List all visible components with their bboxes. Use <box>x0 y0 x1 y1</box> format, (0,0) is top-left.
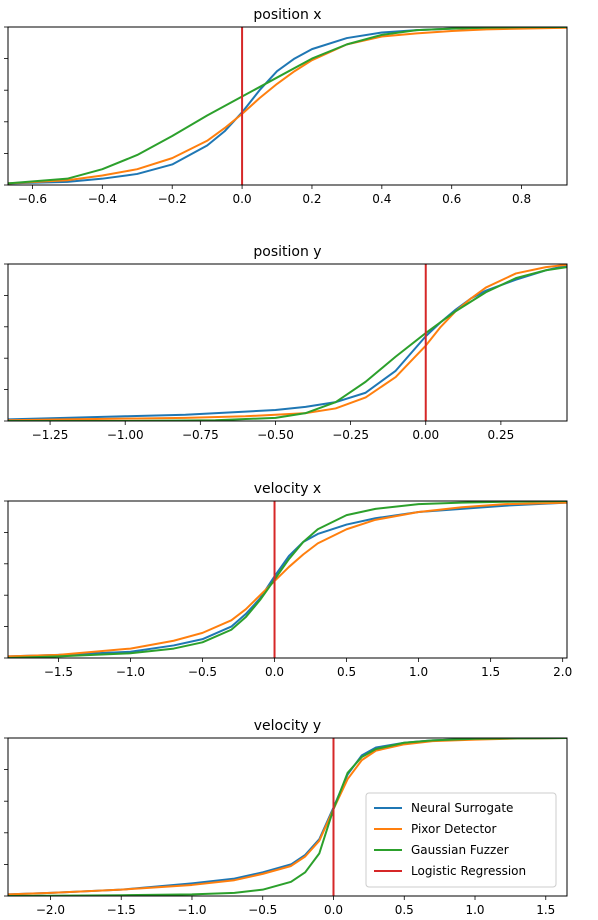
x-tick-label: 0.5 <box>395 903 414 917</box>
x-tick-label: 0.5 <box>337 665 356 679</box>
x-tick-label: 0.0 <box>233 192 252 206</box>
series-line-pixor-detector <box>8 27 567 185</box>
axes-frame <box>7 500 568 659</box>
subplot-title: velocity x <box>254 481 321 497</box>
x-tick-label: 0.0 <box>324 903 343 917</box>
x-tick-label: 0.0 <box>265 665 284 679</box>
x-tick-label: −2.0 <box>36 903 65 917</box>
legend-label: Gaussian Fuzzer <box>411 843 509 857</box>
series-line-neural-surrogate <box>8 27 567 185</box>
subplot-2: position y −1.25 −1.00 −0.75 −0.50 −0.25 0.00 0… <box>4 244 568 442</box>
series-line-gaussian-fuzzer <box>8 501 567 658</box>
x-tick-label: −1.00 <box>107 428 144 442</box>
legend-box <box>365 792 557 888</box>
x-tick-label: −0.25 <box>332 428 369 442</box>
x-tick-label: −0.4 <box>88 192 117 206</box>
legend-label: Pixor Detector <box>411 822 496 836</box>
axes-frame <box>7 26 568 186</box>
x-tick-label: 2.0 <box>553 665 572 679</box>
x-tick-label: −0.5 <box>248 903 277 917</box>
x-tick-label: −1.5 <box>107 903 136 917</box>
x-tick-label: −1.0 <box>116 665 145 679</box>
x-tick-label: 1.5 <box>536 903 555 917</box>
series-line-neural-surrogate <box>8 264 567 421</box>
series-line-neural-surrogate <box>8 501 567 658</box>
x-tick-label: 0.2 <box>302 192 321 206</box>
x-tick-label: 1.5 <box>481 665 500 679</box>
series-line-pixor-detector <box>8 264 567 421</box>
subplot-title: position x <box>253 7 321 23</box>
x-tick-label: 0.4 <box>372 192 391 206</box>
x-tick-label: −0.2 <box>158 192 187 206</box>
legend-label: Neural Surrogate <box>411 801 513 815</box>
x-tick-label: −1.5 <box>44 665 73 679</box>
x-tick-label: −0.50 <box>257 428 294 442</box>
series-line-gaussian-fuzzer <box>8 27 567 185</box>
x-tick-label: −0.5 <box>188 665 217 679</box>
x-tick-label: 0.00 <box>412 428 439 442</box>
x-tick-label: 0.8 <box>512 192 531 206</box>
axes-frame <box>7 263 568 422</box>
subplot-4: velocity y −2.0 −1.5 −1.0 −0.5 0.0 0.5 1.0 1.5 Ne… <box>4 718 568 917</box>
subplot-title: position y <box>253 244 321 260</box>
x-tick-label: 1.0 <box>409 665 428 679</box>
x-tick-label: 0.6 <box>442 192 461 206</box>
x-tick-label: −0.75 <box>182 428 219 442</box>
legend: Neural Surrogate Pixor Detector Gaussian F… <box>365 792 557 888</box>
x-tick-label: −1.0 <box>177 903 206 917</box>
x-tick-label: 1.0 <box>465 903 484 917</box>
subplot-3: velocity x −1.5 −1.0 −0.5 0.0 0.5 1.0 1.5 2.0 <box>4 481 572 679</box>
x-tick-label: −1.25 <box>32 428 69 442</box>
series-line-pixor-detector <box>8 501 567 658</box>
x-tick-label: 0.25 <box>488 428 515 442</box>
x-tick-label: −0.6 <box>18 192 47 206</box>
subplot-1: position x −0.6 −0.4 −0.2 0.0 0.2 0.4 0.6 0.8 <box>4 7 568 206</box>
legend-label: Logistic Regression <box>411 864 526 878</box>
series-line-gaussian-fuzzer <box>8 266 567 421</box>
subplot-title: velocity y <box>254 718 321 734</box>
axes-frame <box>7 737 568 897</box>
